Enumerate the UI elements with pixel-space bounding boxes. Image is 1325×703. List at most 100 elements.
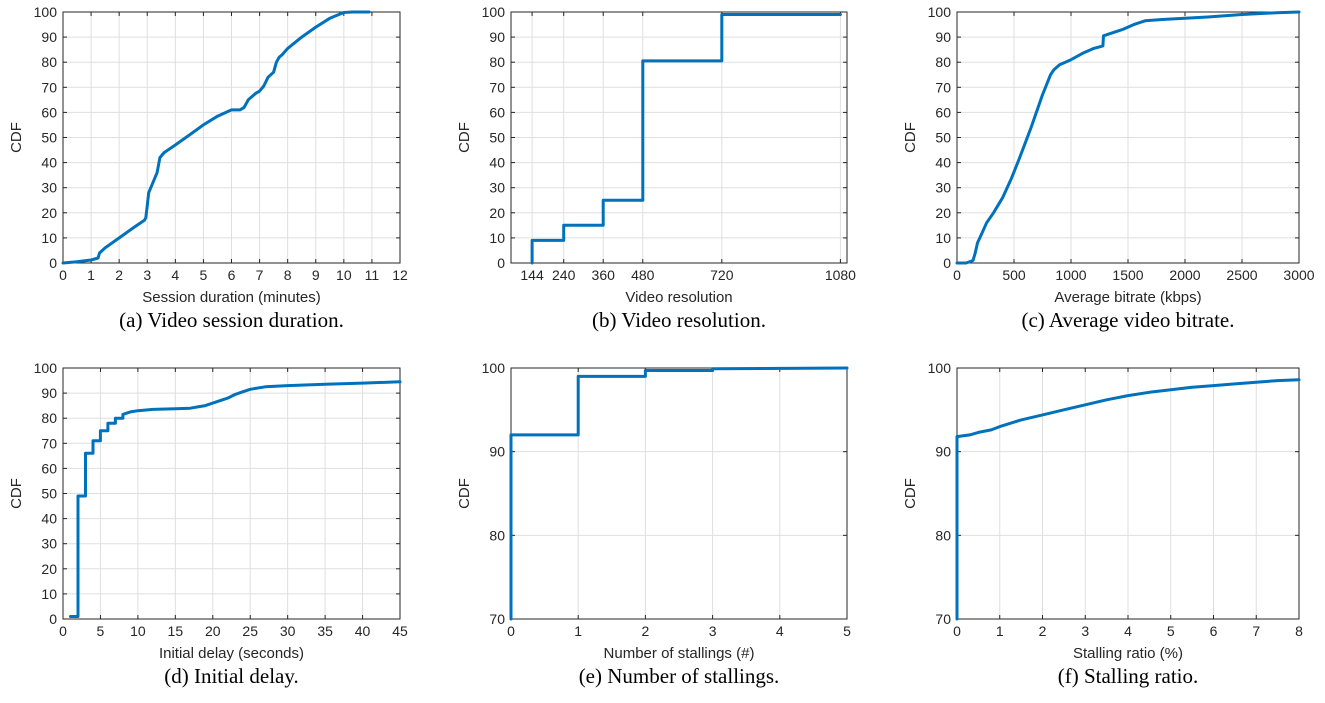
y-tick-label: 0 bbox=[943, 255, 951, 271]
y-tick-label: 80 bbox=[489, 527, 505, 543]
x-tick-label: 7 bbox=[1252, 623, 1260, 639]
y-axis-label: CDF bbox=[456, 478, 473, 509]
x-tick-label: 1000 bbox=[1055, 267, 1086, 283]
x-tick-label: 30 bbox=[280, 623, 296, 639]
x-tick-label: 8 bbox=[1295, 623, 1303, 639]
cdf-series-line bbox=[955, 10, 1301, 265]
y-tick-label: 60 bbox=[41, 460, 57, 476]
y-tick-label: 50 bbox=[41, 130, 57, 146]
x-tick-label: 15 bbox=[168, 623, 184, 639]
x-tick-label: 2 bbox=[642, 623, 650, 639]
panel-caption: (a) Video session duration. bbox=[119, 308, 344, 332]
y-tick-label: 10 bbox=[41, 230, 57, 246]
y-axis-label: CDF bbox=[8, 478, 25, 509]
y-tick-label: 70 bbox=[935, 611, 951, 627]
panel-caption: (c) Average video bitrate. bbox=[1021, 308, 1234, 332]
x-tick-label: 45 bbox=[392, 623, 408, 639]
chart-panel-c: 0 500 1000 1500 2000 2500 3000 0 10 20 30 40 50 60 70 8… bbox=[902, 4, 1315, 332]
x-tick-label: 6 bbox=[1210, 623, 1218, 639]
chart-panel-a: 0 1 2 3 4 5 6 7 8 9 10 11 120102030405060708090100Se… bbox=[8, 4, 408, 332]
y-tick-label: 10 bbox=[935, 230, 951, 246]
x-tick-label: 1 bbox=[996, 623, 1004, 639]
y-tick-label: 20 bbox=[41, 205, 57, 221]
x-tick-label: 10 bbox=[336, 267, 352, 283]
x-tick-label: 2 bbox=[1039, 623, 1047, 639]
y-tick-label: 20 bbox=[935, 205, 951, 221]
y-tick-label: 80 bbox=[935, 54, 951, 70]
x-tick-label: 7 bbox=[256, 267, 264, 283]
x-tick-label: 2 bbox=[115, 267, 123, 283]
y-tick-label: 100 bbox=[34, 360, 58, 376]
y-tick-label: 50 bbox=[489, 130, 505, 146]
x-tick-label: 0 bbox=[953, 267, 961, 283]
x-tick-label: 10 bbox=[130, 623, 146, 639]
y-tick-label: 90 bbox=[41, 29, 57, 45]
y-tick-label: 100 bbox=[928, 360, 952, 376]
y-tick-label: 0 bbox=[49, 611, 57, 627]
x-tick-label: 2000 bbox=[1169, 267, 1200, 283]
y-tick-label: 50 bbox=[41, 486, 57, 502]
x-tick-label: 40 bbox=[355, 623, 371, 639]
x-tick-label: 35 bbox=[317, 623, 333, 639]
y-tick-label: 60 bbox=[935, 104, 951, 120]
cdf-series-line bbox=[955, 378, 1301, 621]
y-tick-label: 70 bbox=[935, 79, 951, 95]
cdf-series-line bbox=[61, 10, 371, 265]
x-tick-label: 5 bbox=[97, 623, 105, 639]
y-tick-label: 10 bbox=[489, 230, 505, 246]
x-tick-label: 500 bbox=[1002, 267, 1026, 283]
x-tick-label: 240 bbox=[552, 267, 576, 283]
y-tick-label: 100 bbox=[482, 360, 506, 376]
x-tick-label: 1500 bbox=[1112, 267, 1143, 283]
y-tick-label: 80 bbox=[41, 54, 57, 70]
x-tick-label: 6 bbox=[228, 267, 236, 283]
cdf-series-line bbox=[509, 366, 849, 621]
x-tick-label: 20 bbox=[205, 623, 221, 639]
x-axis-label: Average bitrate (kbps) bbox=[1054, 289, 1201, 306]
x-tick-label: 480 bbox=[631, 267, 655, 283]
x-tick-label: 5 bbox=[843, 623, 851, 639]
y-tick-label: 70 bbox=[41, 79, 57, 95]
y-axis-label: CDF bbox=[456, 122, 473, 153]
y-tick-label: 80 bbox=[935, 527, 951, 543]
x-tick-label: 4 bbox=[776, 623, 784, 639]
y-tick-label: 30 bbox=[489, 180, 505, 196]
y-tick-label: 10 bbox=[41, 586, 57, 602]
y-tick-label: 90 bbox=[489, 29, 505, 45]
panel-caption: (e) Number of stallings. bbox=[579, 664, 780, 688]
x-axis-label: Video resolution bbox=[625, 289, 732, 306]
y-tick-label: 100 bbox=[482, 4, 506, 20]
x-tick-label: 0 bbox=[59, 623, 67, 639]
x-tick-label: 5 bbox=[200, 267, 208, 283]
y-axis-label: CDF bbox=[8, 122, 25, 153]
y-tick-label: 90 bbox=[935, 29, 951, 45]
x-tick-label: 11 bbox=[365, 267, 380, 283]
y-axis-label: CDF bbox=[902, 122, 919, 153]
x-tick-label: 12 bbox=[392, 267, 408, 283]
y-tick-label: 40 bbox=[489, 155, 505, 171]
y-tick-label: 20 bbox=[41, 561, 57, 577]
x-tick-label: 144 bbox=[520, 267, 544, 283]
y-tick-label: 90 bbox=[41, 385, 57, 401]
y-tick-label: 30 bbox=[41, 536, 57, 552]
y-tick-label: 70 bbox=[489, 611, 505, 627]
chart-panel-e: 0 1 2 3 4 5 70 80 90 100 Number of stallings (#) CD… bbox=[456, 360, 851, 688]
y-tick-label: 60 bbox=[41, 104, 57, 120]
y-tick-label: 70 bbox=[41, 435, 57, 451]
x-axis-label: Initial delay (seconds) bbox=[159, 645, 304, 662]
y-tick-label: 40 bbox=[41, 155, 57, 171]
chart-panel-f: 0 1 2 3 4 5 6 7 8 70 80 90 100 Stalling ratio (%) CDF (… bbox=[902, 360, 1303, 688]
x-axis-label: Session duration (minutes) bbox=[142, 289, 320, 306]
panel-caption: (f) Stalling ratio. bbox=[1058, 664, 1199, 688]
x-axis-label: Stalling ratio (%) bbox=[1073, 645, 1183, 662]
y-tick-label: 50 bbox=[935, 130, 951, 146]
x-tick-label: 8 bbox=[284, 267, 292, 283]
x-tick-label: 2500 bbox=[1226, 267, 1257, 283]
y-axis-label: CDF bbox=[902, 478, 919, 509]
x-tick-label: 3 bbox=[143, 267, 151, 283]
x-tick-label: 25 bbox=[242, 623, 258, 639]
y-tick-label: 0 bbox=[49, 255, 57, 271]
x-tick-label: 720 bbox=[710, 267, 734, 283]
cdf-series-line bbox=[69, 380, 402, 618]
